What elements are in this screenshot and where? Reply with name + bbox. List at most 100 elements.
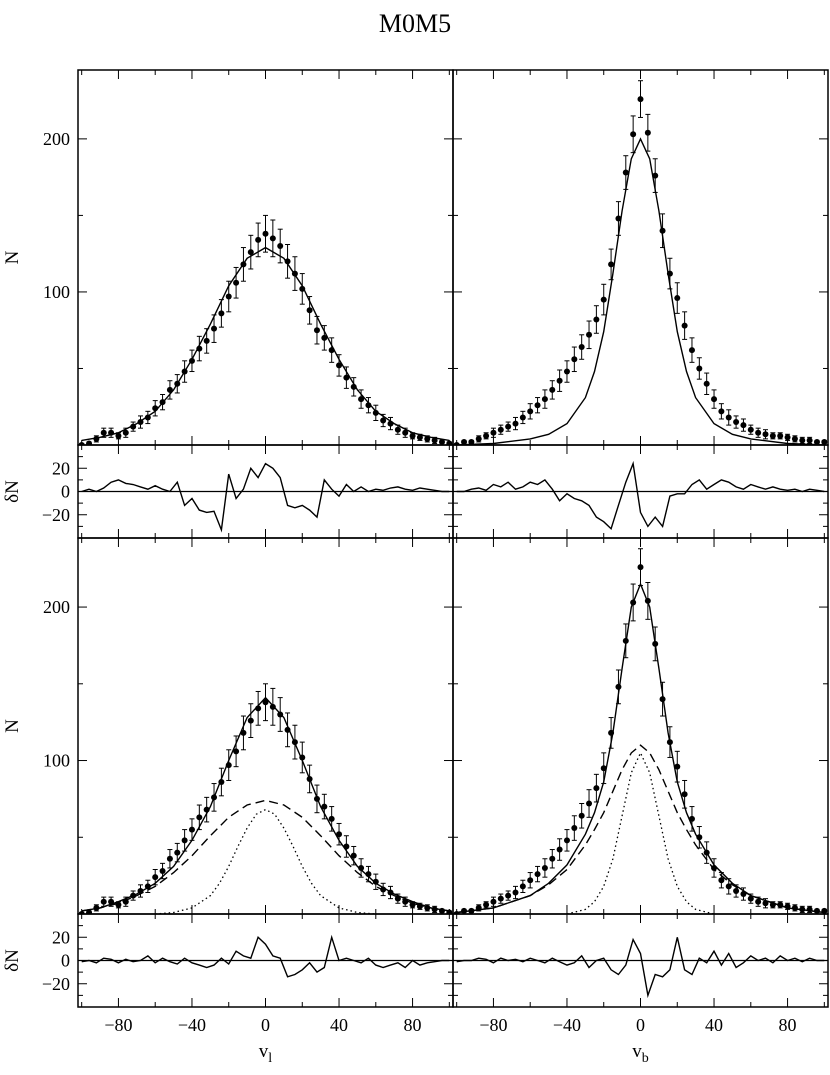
data-point: [733, 419, 740, 426]
data-point: [299, 754, 306, 761]
panel-top-left: 100 200 N: [2, 69, 454, 446]
data-point: [527, 877, 534, 884]
y-tick-label: 100: [43, 751, 70, 771]
data-point: [652, 640, 659, 647]
panel-plot-area: [81, 462, 450, 533]
data-point: [137, 419, 144, 426]
data-point: [644, 129, 651, 136]
data-point: [556, 846, 563, 853]
data-point: [269, 235, 276, 242]
data-point: [262, 230, 269, 237]
data-point: [166, 855, 173, 862]
data-point: [86, 440, 93, 445]
data-point: [336, 362, 343, 369]
data-point: [659, 227, 666, 234]
data-point: [563, 368, 570, 375]
data-point: [740, 422, 747, 429]
data-point: [733, 887, 740, 894]
data-point: [578, 344, 585, 351]
data-point: [100, 429, 107, 436]
data-point: [468, 438, 475, 445]
data-point: [240, 729, 247, 736]
data-point: [130, 423, 137, 430]
data-point: [556, 377, 563, 384]
data-point: [622, 637, 629, 644]
panel-residual-top-right: [452, 444, 829, 539]
data-point: [519, 883, 526, 890]
y-tick-label: 0: [61, 951, 70, 971]
data-point: [534, 402, 541, 409]
data-point: [188, 826, 195, 833]
data-point: [475, 435, 482, 442]
x-tick-label: 40: [330, 1015, 348, 1035]
data-point: [203, 806, 210, 813]
data-point: [321, 803, 328, 810]
data-point: [225, 762, 232, 769]
panel-plot-area: [456, 937, 825, 999]
data-point: [799, 437, 806, 444]
data-point: [313, 327, 320, 334]
data-point: [380, 417, 387, 424]
data-point: [711, 396, 718, 403]
data-point: [188, 357, 195, 364]
x-tick-label: −80: [104, 1015, 132, 1035]
data-point: [806, 437, 813, 444]
panel-plot-area: [78, 683, 453, 914]
data-point: [343, 843, 350, 850]
data-point: [365, 871, 372, 878]
data-point: [174, 380, 181, 387]
fit-curve: [456, 582, 825, 914]
data-point: [586, 800, 593, 807]
data-point: [255, 236, 262, 243]
data-point: [497, 895, 504, 902]
y-axis-label: N: [2, 719, 23, 733]
data-point: [299, 285, 306, 292]
data-point: [328, 815, 335, 822]
data-point: [387, 889, 394, 896]
x-tick-label: −80: [479, 1015, 507, 1035]
data-point: [490, 429, 497, 436]
data-point: [644, 597, 651, 604]
data-point: [115, 432, 122, 439]
data-point: [490, 898, 497, 905]
data-point: [446, 440, 453, 445]
data-point: [372, 878, 379, 885]
fit-curve: [456, 137, 825, 445]
data-point: [277, 243, 284, 250]
dotted-component-curve: [566, 751, 715, 914]
data-point: [600, 765, 607, 772]
data-point: [711, 864, 718, 871]
panel-plot-area: [453, 548, 828, 914]
data-point: [211, 325, 218, 332]
panel-residual-bottom-left: 20 0 −20 δN −80 −40 0 40 80 vl: [2, 913, 454, 1066]
y-axis-label: δN: [2, 949, 23, 972]
data-point: [218, 310, 225, 317]
data-point: [269, 703, 276, 710]
data-point: [791, 904, 798, 911]
data-point: [108, 429, 115, 436]
data-point: [593, 316, 600, 323]
y-tick-label: 0: [61, 482, 70, 502]
y-tick-label: −20: [42, 974, 70, 994]
data-point: [93, 904, 100, 911]
data-point: [218, 779, 225, 786]
data-point: [431, 437, 438, 444]
data-point: [512, 420, 519, 427]
data-point: [233, 279, 240, 286]
panel-plot-area: [81, 934, 450, 978]
data-point: [497, 426, 504, 433]
panel-residual-top-left: 20 0 −20 δN: [2, 444, 454, 539]
data-point: [571, 356, 578, 363]
panel-plot-area: [453, 80, 828, 445]
data-point: [630, 131, 637, 138]
data-point: [196, 814, 203, 821]
data-point: [108, 898, 115, 905]
data-point: [821, 907, 828, 914]
data-point: [159, 868, 166, 875]
panel-frame: [452, 69, 829, 446]
data-point: [446, 909, 453, 914]
data-point: [593, 785, 600, 792]
data-point: [740, 891, 747, 898]
data-point: [328, 347, 335, 354]
dashed-component-curve: [456, 744, 825, 914]
